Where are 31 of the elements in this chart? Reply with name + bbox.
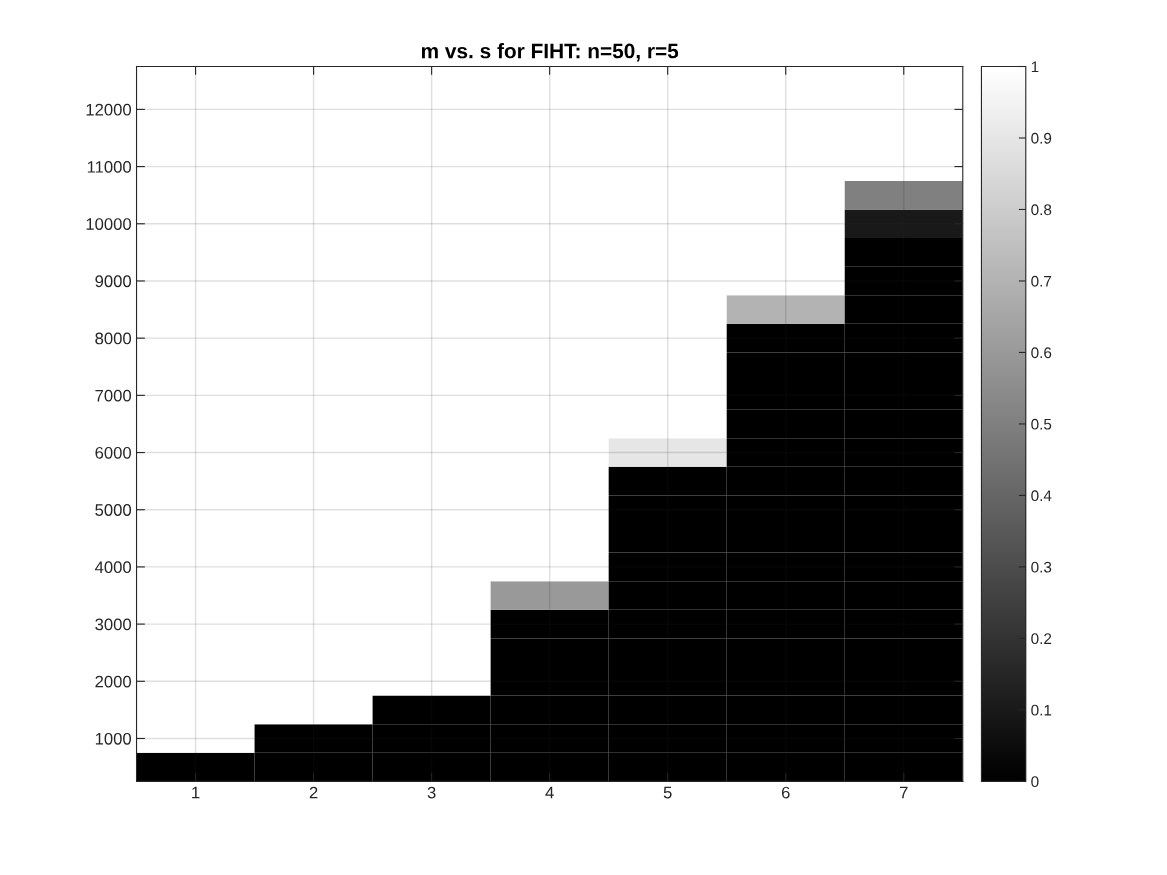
y-tick-label: 6000 xyxy=(95,446,132,459)
y-tick-label: 1000 xyxy=(95,732,132,745)
color-bar-label: 0.6 xyxy=(1031,347,1052,359)
y-tick-label: 4000 xyxy=(94,561,132,574)
color-bar-label: 0 xyxy=(1031,776,1039,788)
color-bar-label: 0.4 xyxy=(1031,490,1052,502)
x-tick-label: 7 xyxy=(899,786,908,799)
x-tick-label: 1 xyxy=(192,786,200,799)
color-bar-label: 0.1 xyxy=(1031,704,1052,716)
x-tick-label: 3 xyxy=(427,786,436,799)
y-tick-label: 8000 xyxy=(95,332,132,345)
y-tick-label: 7000 xyxy=(95,389,132,402)
color-bar-label: 0.8 xyxy=(1031,204,1052,216)
y-tick-label: 9000 xyxy=(95,275,132,288)
x-tick-label: 6 xyxy=(781,786,790,799)
color-bar-label: 0.3 xyxy=(1031,561,1052,573)
chart-title: m vs. s for FIHT: n=50, r=5 xyxy=(421,43,679,62)
y-tick-label: 11000 xyxy=(87,160,132,173)
color-bar-label: 0.9 xyxy=(1031,132,1052,144)
y-tick-label: 2000 xyxy=(95,675,132,688)
color-bar-label: 0.7 xyxy=(1031,275,1052,287)
x-tick-label: 2 xyxy=(309,786,318,799)
x-tick-label: 5 xyxy=(663,786,672,799)
y-tick-label: 10000 xyxy=(86,218,132,230)
y-tick-label: 5000 xyxy=(95,504,132,516)
x-tick-label: 4 xyxy=(545,786,554,799)
color-bar-label: 1 xyxy=(1031,61,1039,73)
y-tick-label: 3000 xyxy=(95,618,132,631)
y-tick-label: 12000 xyxy=(86,103,132,116)
color-bar-label: 0.2 xyxy=(1031,633,1052,645)
color-bar-label: 0.5 xyxy=(1031,418,1052,430)
